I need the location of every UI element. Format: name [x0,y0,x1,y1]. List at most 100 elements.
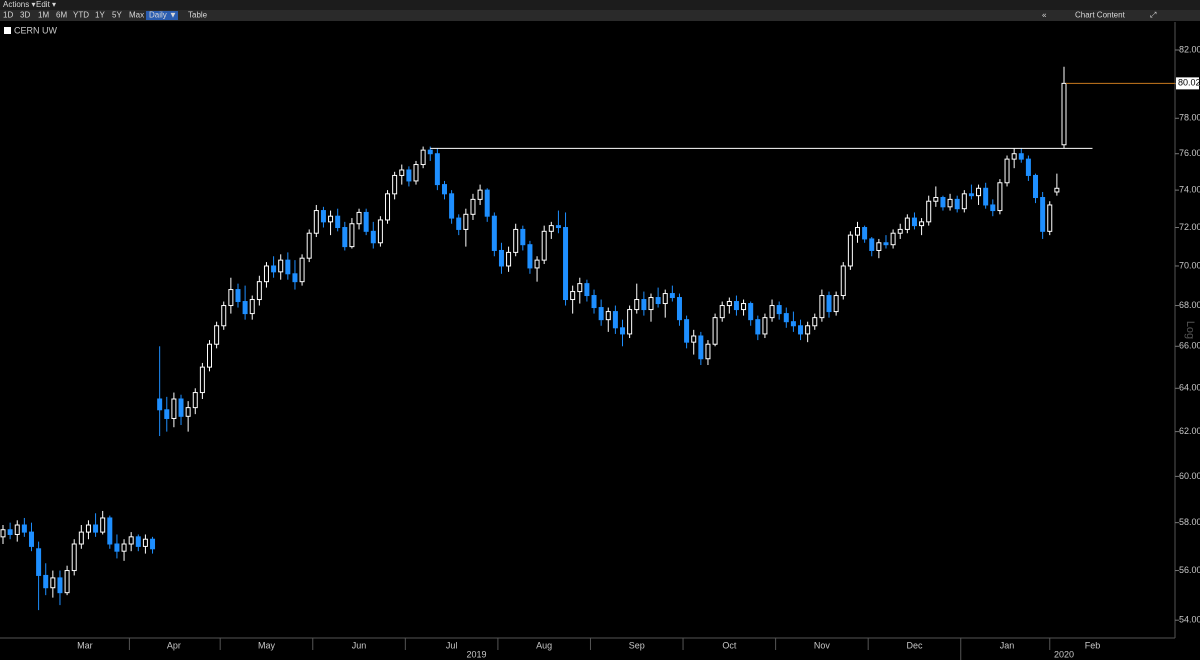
range-button[interactable]: 1Y [95,11,105,20]
candle-body [990,204,996,212]
range-button[interactable]: 6M [56,11,67,20]
candle-body [370,230,376,244]
candle-body [100,517,106,533]
frequency-button-bg [146,11,178,20]
expand-button[interactable]: ⤢ [1149,11,1156,20]
y-tick-label: 82.00 [1179,44,1200,54]
candle-body [812,317,818,327]
candle-body [591,295,597,309]
candle-body [933,197,939,202]
candle-body [563,227,569,301]
range-button[interactable]: 1M [38,11,49,20]
range-button[interactable]: 3D [20,11,30,20]
candle-body [178,398,184,417]
candle-body [349,223,355,248]
candle-body [385,193,391,221]
candle-body [890,232,896,246]
frequency-button[interactable]: Daily ▼ [149,11,177,20]
candle-body [983,187,989,206]
y-tick-label: 68.00 [1179,300,1200,310]
candle-body [271,265,277,273]
candle-body [185,407,191,417]
candle-body [57,577,63,594]
candle-body [634,299,640,311]
candle-body [320,210,326,223]
candle-body [584,283,590,297]
candle-body [1040,197,1046,232]
candle-body [513,228,519,253]
candle-body [712,317,718,345]
candle-body [1054,187,1060,193]
candle-body [926,200,932,223]
candle-body [648,297,654,311]
y-tick-label: 72.00 [1179,222,1200,232]
candle-body [1025,158,1031,176]
candle-body [306,232,312,259]
candle-body [662,293,668,305]
candle-body [541,230,547,261]
candle-body [328,215,334,223]
candle-body [798,325,804,335]
y-tick-label: 76.00 [1179,148,1200,158]
candle-body [207,343,213,368]
range-button[interactable]: Max [129,11,144,20]
candle-body [997,182,1003,212]
candle-body [313,210,319,234]
menu[interactable]: Edit ▾ [36,0,56,9]
candle-body [114,543,120,552]
candle-body [292,273,298,283]
y-tick-label: 58.00 [1179,517,1200,527]
candle-body [36,548,42,576]
menu[interactable]: Actions ▾ [3,0,35,9]
candle-body [235,289,241,303]
candle-body [961,193,967,210]
collapse-button[interactable]: « [1042,11,1047,20]
range-button[interactable]: 1D [3,11,13,20]
candle-body [698,335,704,360]
range-button[interactable]: 5Y [112,11,122,20]
candle-body [748,303,754,321]
candle-body [449,193,455,219]
x-tick-label: Oct [722,640,737,650]
candle-body [107,517,113,545]
candle-body [755,319,761,335]
candle-body [285,259,291,275]
button-bar [0,10,1200,21]
candle-body [854,227,860,236]
candle-body [164,409,170,419]
candle-body [463,213,469,230]
candle-body [840,265,846,297]
last-price-label: 80.02 [1178,78,1200,88]
y-tick-label: 60.00 [1179,471,1200,481]
x-tick-label: Jan [1000,640,1015,650]
candle-body [14,524,20,535]
range-button[interactable]: YTD [73,11,89,20]
candle-body [548,225,554,232]
candle-body [976,187,982,197]
candle-body [726,301,732,307]
candle-body [228,289,234,307]
candle-body [157,398,163,411]
candle-body [612,311,618,329]
y-tick-label: 56.00 [1179,565,1200,575]
candle-body [335,215,341,229]
candle-body [1061,82,1067,146]
candle-body [954,198,960,210]
candle-body [128,536,134,545]
candle-body [1018,153,1024,160]
y-tick-label: 66.00 [1179,341,1200,351]
candle-body [940,197,946,208]
y-tick-label: 78.00 [1179,113,1200,123]
table-button[interactable]: Table [188,11,208,20]
candle-body [826,295,832,313]
candle-body [263,265,269,283]
candle-body [506,251,512,267]
chart-content-button[interactable]: Chart Content [1075,11,1126,20]
candle-body [805,325,811,335]
candle-body [121,543,127,552]
candle-body [527,244,533,269]
candle-body [570,291,576,301]
y-tick-label: 54.00 [1179,615,1200,625]
candle-body [71,543,77,572]
